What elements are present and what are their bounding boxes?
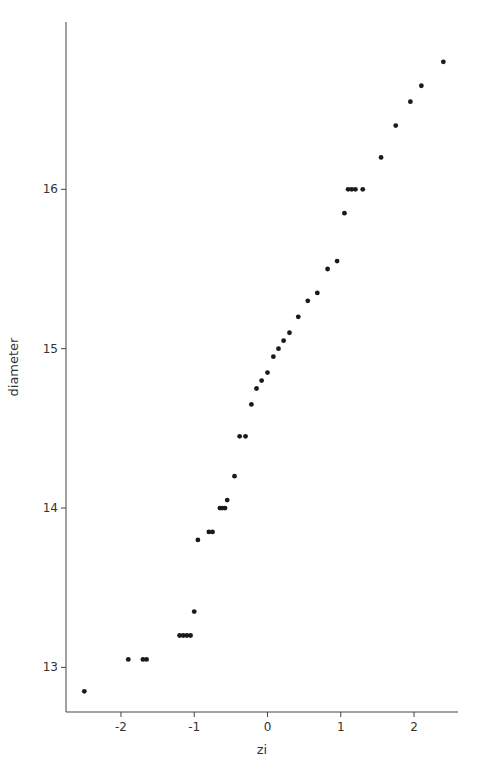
point: [188, 633, 193, 638]
point: [259, 378, 264, 383]
point: [265, 370, 270, 375]
point: [249, 402, 254, 407]
chart-container: -2-101213141516zidiameter: [0, 0, 480, 768]
x-tick-label: -2: [115, 720, 127, 734]
y-tick: [61, 189, 66, 190]
point: [419, 83, 424, 88]
point: [243, 434, 248, 439]
y-tick: [61, 667, 66, 668]
x-tick-label: -1: [188, 720, 200, 734]
x-tick: [194, 712, 195, 717]
point: [195, 537, 200, 542]
point: [271, 354, 276, 359]
axes: -2-101213141516: [43, 22, 458, 734]
point: [305, 298, 310, 303]
chart-svg: -2-101213141516zidiameter: [0, 0, 480, 768]
y-tick-label: 16: [43, 182, 58, 196]
point: [232, 474, 237, 479]
point: [126, 657, 131, 662]
point: [325, 267, 330, 272]
point: [379, 155, 384, 160]
x-tick-label: 2: [410, 720, 418, 734]
y-tick: [61, 508, 66, 509]
point: [237, 434, 242, 439]
point: [342, 211, 347, 216]
point: [393, 123, 398, 128]
x-tick: [267, 712, 268, 717]
point: [353, 187, 358, 192]
x-axis-label: zi: [257, 742, 267, 757]
point: [315, 291, 320, 296]
point: [441, 59, 446, 64]
point: [144, 657, 149, 662]
point: [210, 530, 215, 535]
page: {"chart_data": {"type": "scatter", "x": …: [0, 0, 480, 768]
y-tick-label: 14: [43, 501, 58, 515]
point: [335, 259, 340, 264]
x-axis-line: [66, 712, 458, 713]
y-axis-label: diameter: [6, 337, 21, 397]
point: [192, 609, 197, 614]
point: [408, 99, 413, 104]
y-axis-line: [66, 22, 67, 712]
point: [223, 506, 228, 511]
x-tick-label: 0: [264, 720, 272, 734]
point: [225, 498, 230, 503]
x-tick: [340, 712, 341, 717]
points: [82, 59, 446, 693]
y-tick: [61, 348, 66, 349]
point: [254, 386, 259, 391]
y-tick-label: 15: [43, 342, 58, 356]
x-tick: [414, 712, 415, 717]
x-tick-label: 1: [337, 720, 345, 734]
point: [296, 314, 301, 319]
point: [287, 330, 292, 335]
x-tick: [120, 712, 121, 717]
point: [276, 346, 281, 351]
point: [82, 689, 87, 694]
y-tick-label: 13: [43, 660, 58, 674]
point: [360, 187, 365, 192]
point: [281, 338, 286, 343]
